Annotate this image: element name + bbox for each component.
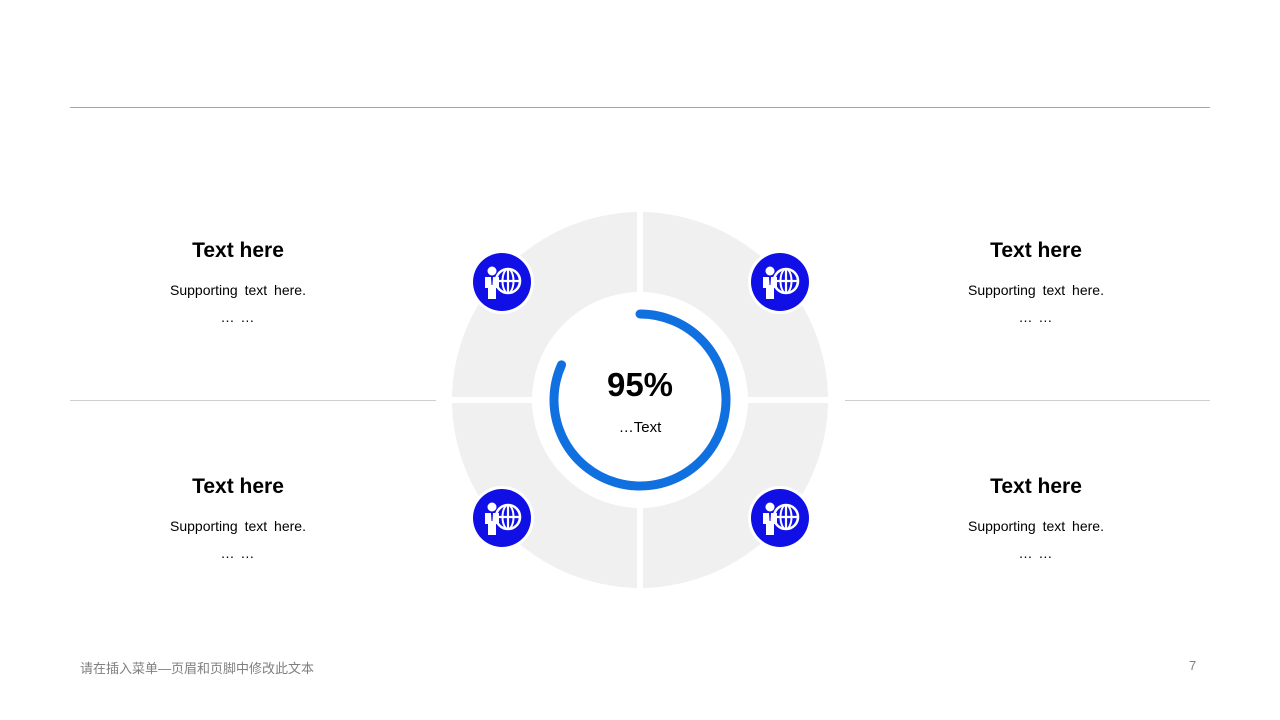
outer-ring-segments bbox=[452, 212, 828, 588]
middle-divider-left bbox=[70, 400, 436, 401]
block-ellipsis: … … bbox=[220, 309, 256, 325]
block-ellipsis: … … bbox=[1018, 545, 1054, 561]
progress-label: …Text bbox=[618, 419, 662, 436]
block-support-text: Supporting text here. bbox=[968, 518, 1104, 534]
progress-ring bbox=[549, 309, 731, 491]
block-title: Text here bbox=[192, 475, 284, 498]
text-block-top-right: Text here Supporting text here. … … bbox=[886, 239, 1186, 326]
block-support-text: Supporting text here. bbox=[170, 518, 306, 534]
person-globe-icon bbox=[748, 250, 812, 314]
page-number: 7 bbox=[1189, 658, 1197, 673]
person-globe-icon bbox=[470, 250, 534, 314]
segment-bottom-left bbox=[452, 403, 637, 588]
text-block-bottom-right: Text here Supporting text here. … … bbox=[886, 475, 1186, 562]
block-support-text: Supporting text here. bbox=[170, 282, 306, 298]
header-divider bbox=[70, 107, 1210, 108]
middle-divider-right bbox=[845, 400, 1210, 401]
inner-disk bbox=[534, 294, 746, 506]
circular-diagram bbox=[452, 212, 828, 588]
segment-top-right bbox=[643, 212, 828, 397]
footer-text: 请在插入菜单—页眉和页脚中修改此文本 bbox=[80, 661, 315, 676]
block-title: Text here bbox=[192, 239, 284, 262]
person-globe-icon bbox=[470, 486, 534, 550]
segment-top-left bbox=[452, 212, 637, 397]
text-block-top-left: Text here Supporting text here. … … bbox=[88, 239, 388, 326]
segment-bottom-right bbox=[643, 403, 828, 588]
block-title: Text here bbox=[990, 239, 1082, 262]
block-ellipsis: … … bbox=[1018, 309, 1054, 325]
person-globe-icon bbox=[748, 486, 812, 550]
block-ellipsis: … … bbox=[220, 545, 256, 561]
block-title: Text here bbox=[990, 475, 1082, 498]
text-block-bottom-left: Text here Supporting text here. … … bbox=[88, 475, 388, 562]
block-support-text: Supporting text here. bbox=[968, 282, 1104, 298]
progress-value: 95% bbox=[606, 366, 674, 403]
